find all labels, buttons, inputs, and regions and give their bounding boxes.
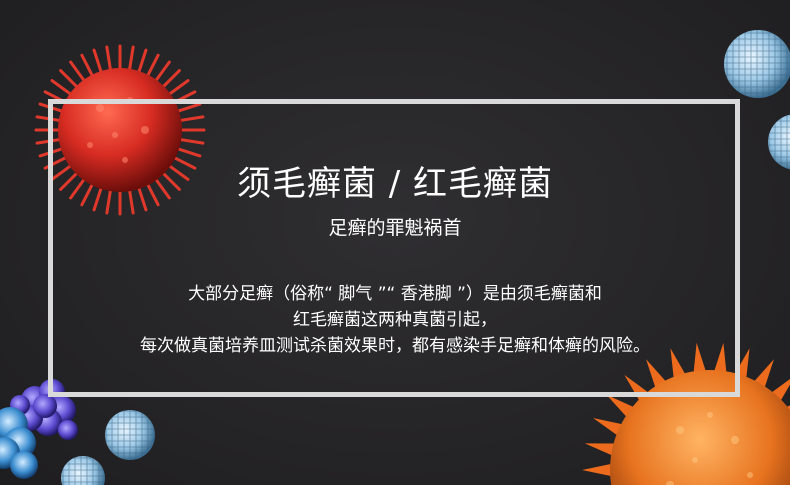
blue-virus-illustration-top [724, 30, 790, 98]
orange-virus-illustration [582, 342, 790, 485]
description-line-1: 大部分足癣（俗称“ 脚气 ”“ 香港脚 ”）是由须毛癣菌和 [188, 284, 602, 304]
content-frame [48, 99, 740, 397]
blue-sphere-illustration-2 [61, 456, 105, 485]
description-line-3: 每次做真菌培养皿测试杀菌效果时，都有感染手足癣和体癣的风险。 [140, 336, 650, 356]
description-text: 大部分足癣（俗称“ 脚气 ”“ 香港脚 ”）是由须毛癣菌和 红毛癣菌这两种真菌引… [60, 281, 730, 359]
description-line-2: 红毛癣菌这两种真菌引起， [293, 310, 497, 330]
blue-virus-illustration-bottom-left [0, 407, 38, 479]
page-subtitle: 足癣的罪魁祸首 [328, 217, 462, 239]
blue-virus-illustration-right [768, 114, 790, 170]
page-title: 须毛癣菌 / 红毛癣菌 [236, 164, 554, 204]
purple-virus-cluster-illustration [10, 379, 78, 440]
blue-sphere-illustration-1 [105, 410, 155, 460]
